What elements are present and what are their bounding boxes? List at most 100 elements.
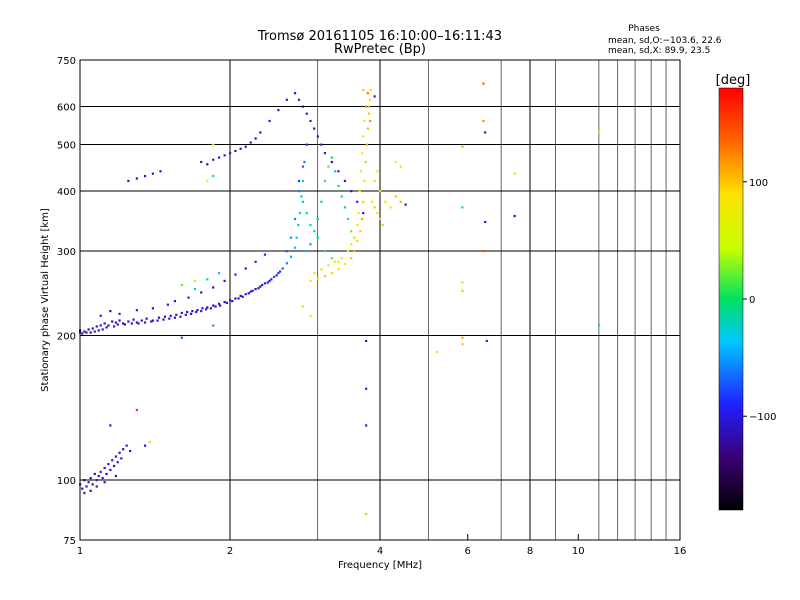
data-point — [219, 304, 222, 307]
data-point — [289, 236, 293, 239]
data-point — [91, 483, 94, 486]
data-point — [394, 160, 397, 164]
data-point — [316, 217, 319, 221]
data-point — [309, 119, 312, 123]
x-axis-label: Frequency [MHz] — [338, 560, 422, 571]
data-point — [365, 105, 368, 108]
data-point — [334, 260, 337, 263]
data-point — [356, 200, 359, 203]
data-point — [597, 324, 601, 327]
data-point — [346, 250, 350, 253]
data-point — [101, 328, 104, 331]
data-point — [105, 326, 108, 329]
data-point — [513, 214, 516, 218]
data-point — [275, 274, 278, 277]
data-point — [241, 295, 244, 298]
data-point — [365, 387, 368, 390]
data-point — [301, 105, 305, 108]
stats-o-mode: mean, sd,O:−103.6, 22.6 — [608, 36, 722, 46]
data-point — [305, 143, 308, 146]
data-point — [323, 179, 327, 183]
y-tick-label: 300 — [57, 247, 76, 258]
data-point — [365, 143, 368, 146]
data-point — [313, 127, 316, 130]
data-point — [346, 217, 350, 221]
data-point — [350, 230, 353, 233]
data-point — [281, 267, 284, 270]
data-point — [376, 212, 379, 215]
data-point — [109, 309, 112, 313]
data-point — [189, 312, 193, 315]
data-point — [366, 92, 369, 95]
data-point — [340, 195, 343, 198]
y-tick-label: 500 — [57, 141, 76, 152]
data-point — [268, 119, 271, 123]
data-point — [237, 297, 240, 300]
data-point — [367, 105, 371, 108]
data-point — [209, 307, 212, 310]
data-point — [293, 92, 297, 95]
data-point — [384, 200, 387, 203]
data-point — [118, 312, 121, 315]
data-point — [95, 485, 98, 488]
data-point — [461, 145, 464, 148]
data-point — [362, 135, 365, 138]
data-point — [225, 301, 228, 305]
data-point — [114, 474, 118, 478]
data-point — [85, 485, 88, 488]
data-point — [97, 329, 100, 332]
chart-title-line1: Tromsø 20161105 16:10:00–16:11:43 — [257, 29, 502, 44]
data-point — [297, 98, 301, 101]
data-point — [212, 158, 215, 161]
data-point — [112, 464, 116, 468]
data-point — [234, 149, 237, 153]
data-point — [363, 119, 366, 123]
data-point — [187, 296, 190, 299]
y-tick-label: 75 — [63, 536, 76, 547]
data-point — [107, 324, 110, 327]
data-point — [362, 212, 365, 215]
data-point — [247, 292, 250, 295]
data-point — [323, 250, 327, 253]
data-point — [103, 322, 106, 325]
data-point — [99, 470, 102, 474]
chart-title-line2: RwPretec (Bp) — [334, 42, 426, 57]
data-point — [111, 459, 114, 462]
data-point — [87, 328, 90, 331]
grid-lines — [80, 60, 680, 540]
data-point — [135, 321, 138, 324]
data-point — [257, 287, 260, 290]
data-point — [301, 165, 305, 168]
data-point — [360, 217, 364, 221]
data-point — [399, 165, 402, 168]
data-point — [231, 300, 234, 303]
data-point — [482, 250, 485, 253]
data-point — [180, 336, 183, 339]
x-tick-label: 10 — [572, 546, 585, 557]
data-point — [150, 320, 153, 323]
data-point — [254, 260, 257, 263]
data-point — [482, 82, 485, 85]
data-point — [214, 305, 217, 308]
data-point — [156, 319, 159, 322]
x-tick-label: 16 — [674, 546, 687, 557]
data-point — [244, 293, 247, 296]
x-tick-label: 8 — [527, 546, 533, 557]
data-point — [112, 325, 116, 328]
data-point — [206, 163, 209, 166]
data-point — [293, 246, 297, 249]
data-point — [234, 297, 237, 300]
x-tick-label: 2 — [227, 546, 233, 557]
data-point — [173, 316, 177, 319]
data-point — [270, 278, 273, 281]
data-point — [303, 160, 306, 164]
data-point — [330, 156, 333, 159]
data-point — [254, 288, 257, 291]
data-point — [369, 88, 372, 92]
data-point — [484, 220, 487, 224]
data-point — [259, 131, 262, 134]
y-tick-label: 600 — [57, 103, 76, 114]
data-point — [320, 143, 323, 146]
data-point — [196, 309, 199, 312]
